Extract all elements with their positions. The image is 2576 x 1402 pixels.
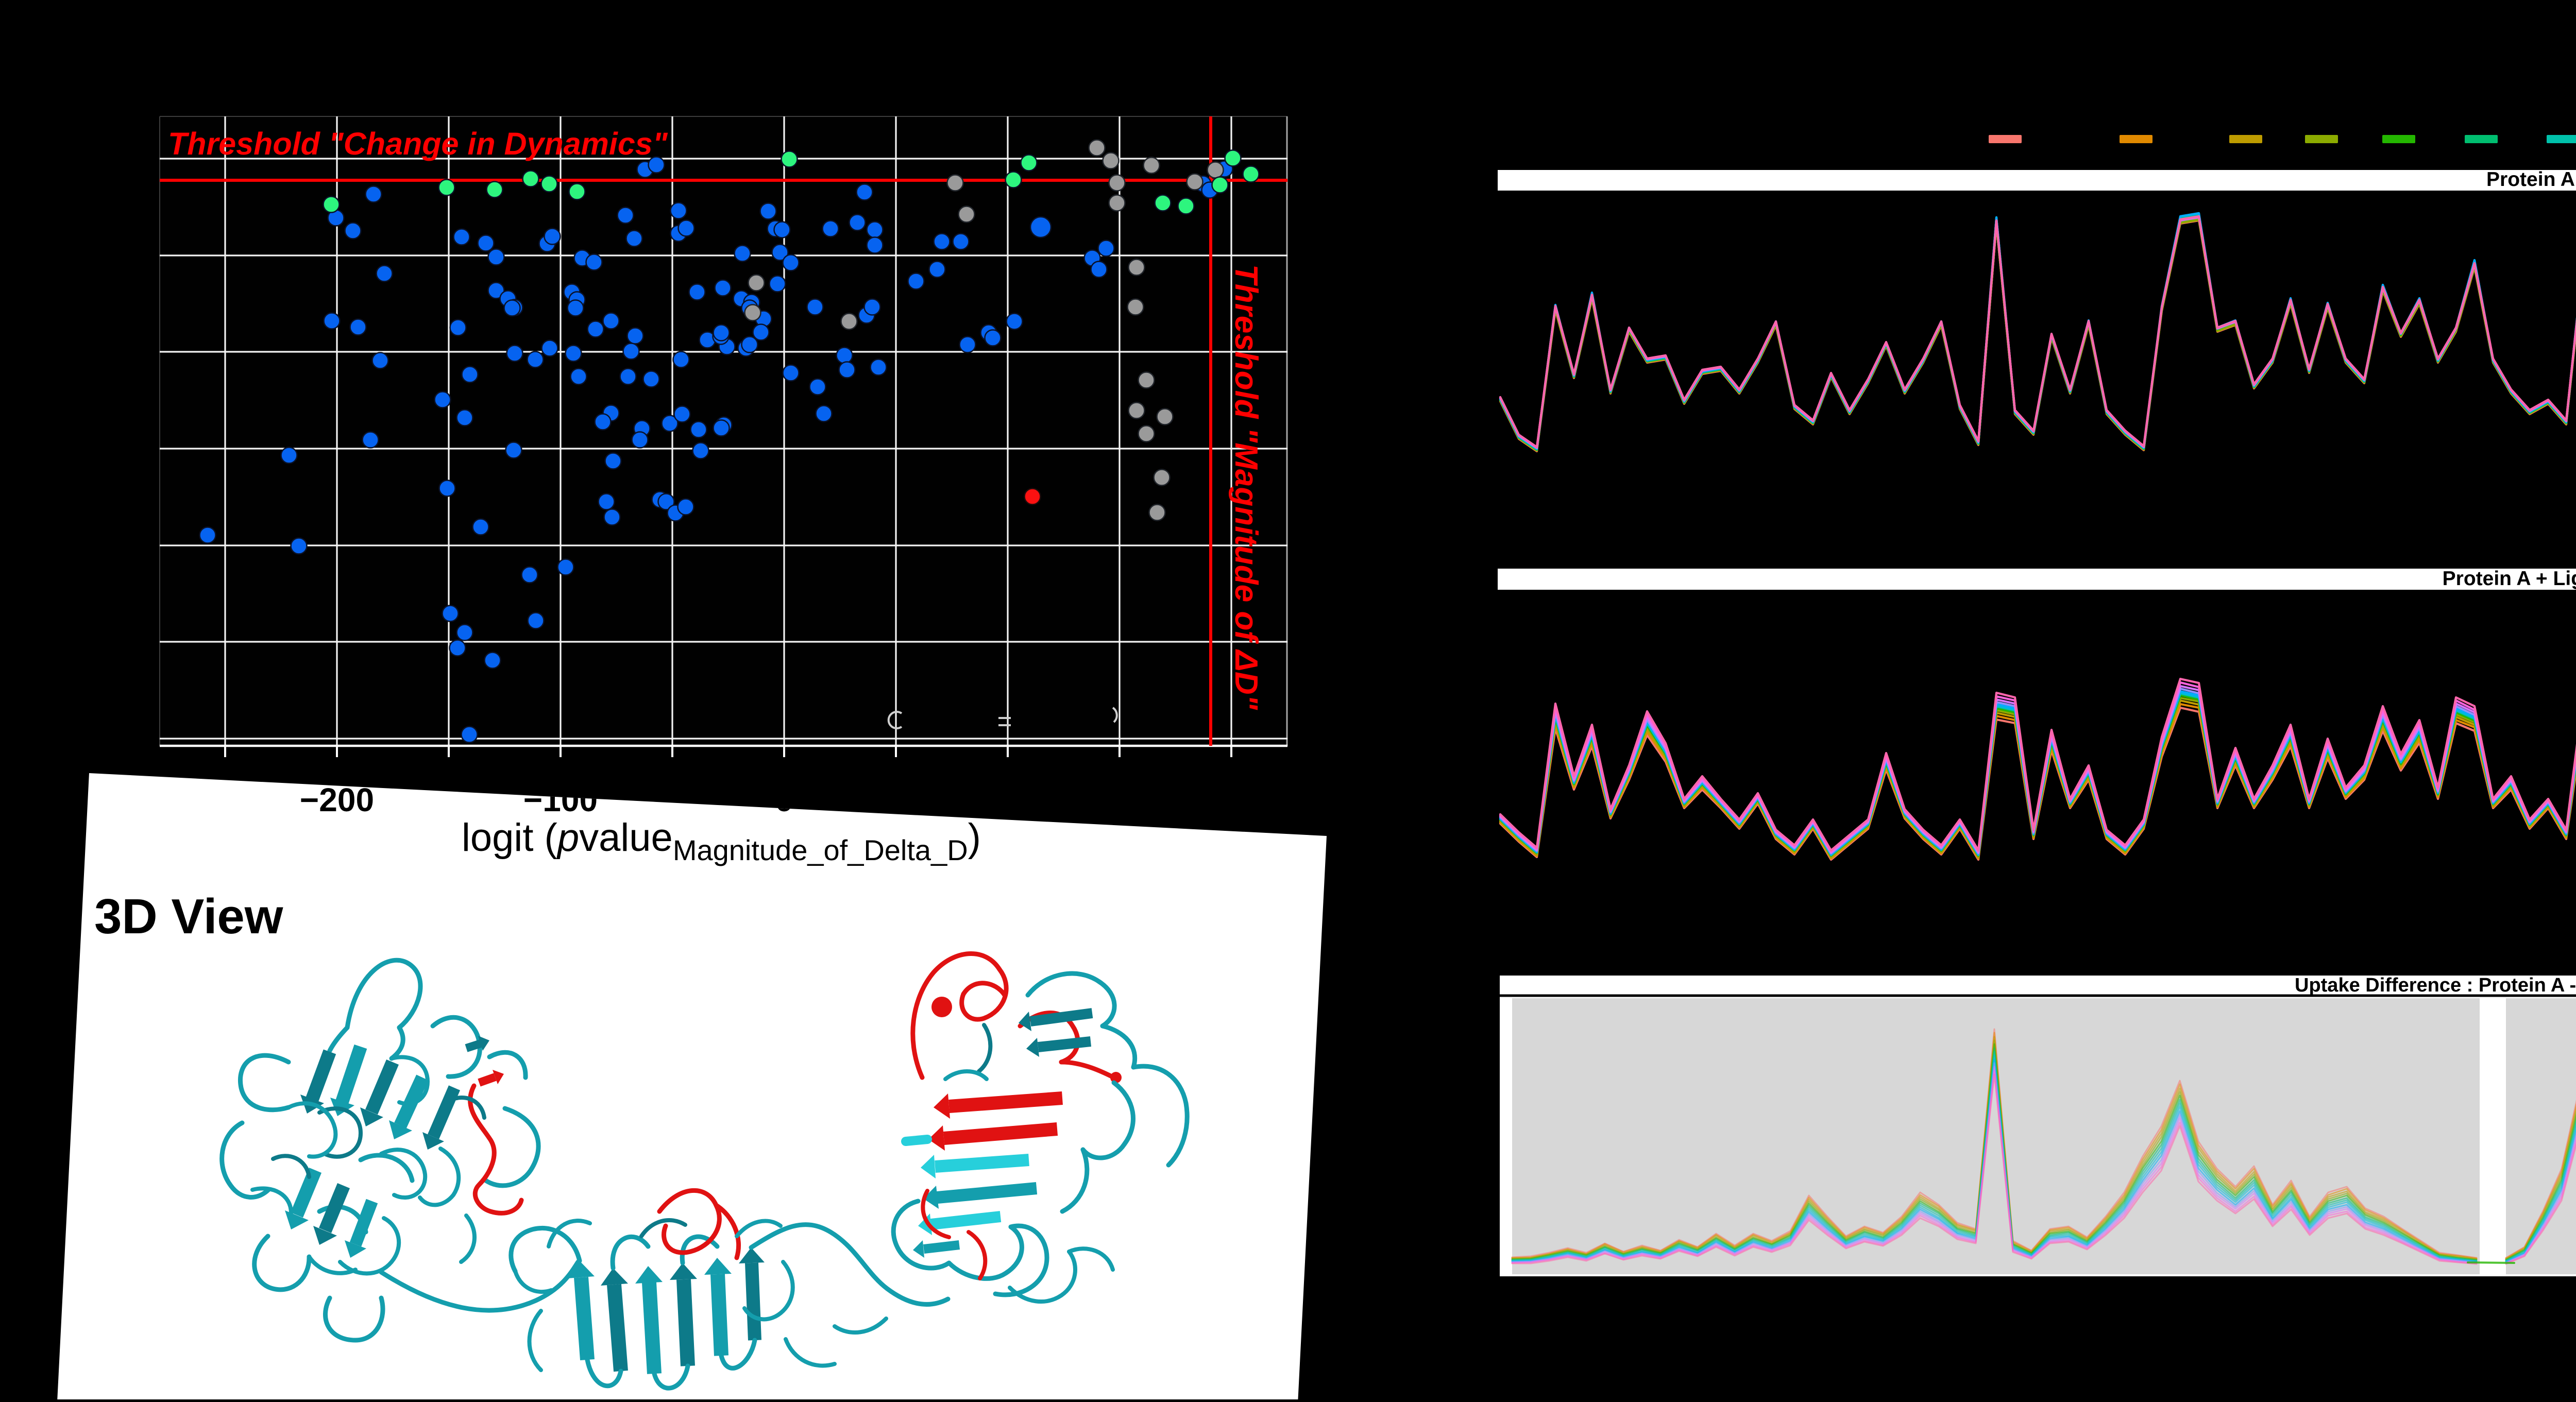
svg-text:−200: −200 [300,781,374,818]
svg-text:Threshold "Change in Dynamics": Threshold "Change in Dynamics" [168,126,668,161]
svg-text:Protein A: Protein A [2486,168,2575,191]
svg-text:Protein A + Ligand: Protein A + Ligand [2443,568,2576,590]
svg-text:3D View: 3D View [94,889,283,944]
svg-text:Threshold "Magnitude of ΔD": Threshold "Magnitude of ΔD" [1228,264,1264,711]
svg-text:Uptake Difference : Protein A: Uptake Difference : Protein A - (Protein… [2295,974,2576,996]
